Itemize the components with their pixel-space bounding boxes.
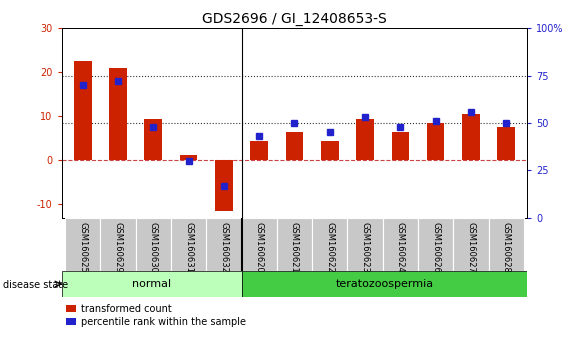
Bar (312, 218, 347, 271)
Bar (241, 271, 527, 297)
Bar (215, 160, 233, 211)
Bar (285, 132, 304, 160)
Bar (489, 218, 524, 271)
Bar (277, 218, 312, 271)
Bar (74, 61, 91, 160)
Legend: transformed count, percentile rank within the sample: transformed count, percentile rank withi… (66, 304, 246, 327)
Bar (321, 141, 339, 160)
Text: disease state: disease state (3, 280, 68, 290)
Text: GSM160625: GSM160625 (78, 222, 87, 273)
Text: GSM160623: GSM160623 (360, 222, 370, 273)
Bar (418, 218, 454, 271)
Bar (62, 271, 241, 297)
Bar (206, 218, 241, 271)
Text: GSM160620: GSM160620 (255, 222, 264, 273)
Bar (498, 127, 515, 160)
Bar (65, 218, 100, 271)
Text: GSM160628: GSM160628 (502, 222, 511, 273)
Bar (171, 218, 206, 271)
Bar (356, 119, 374, 160)
Bar (391, 132, 409, 160)
Title: GDS2696 / GI_12408653-S: GDS2696 / GI_12408653-S (202, 12, 387, 26)
Bar (250, 141, 268, 160)
Bar (427, 123, 444, 160)
Bar (347, 218, 383, 271)
Text: GSM160632: GSM160632 (219, 222, 229, 273)
Bar (100, 218, 135, 271)
Bar (109, 68, 127, 160)
Text: GSM160627: GSM160627 (466, 222, 475, 273)
Bar (462, 114, 480, 160)
Text: GSM160621: GSM160621 (290, 222, 299, 273)
Bar (454, 218, 489, 271)
Text: GSM160629: GSM160629 (114, 222, 122, 273)
Text: GSM160626: GSM160626 (431, 222, 440, 273)
Text: GSM160630: GSM160630 (149, 222, 158, 273)
Text: GSM160622: GSM160622 (325, 222, 334, 273)
Text: normal: normal (132, 279, 171, 289)
Bar (180, 155, 197, 160)
Bar (383, 218, 418, 271)
Bar (145, 119, 162, 160)
Text: teratozoospermia: teratozoospermia (335, 279, 434, 289)
Bar (135, 218, 171, 271)
Bar (241, 218, 277, 271)
Text: GSM160624: GSM160624 (396, 222, 405, 273)
Text: GSM160631: GSM160631 (184, 222, 193, 273)
